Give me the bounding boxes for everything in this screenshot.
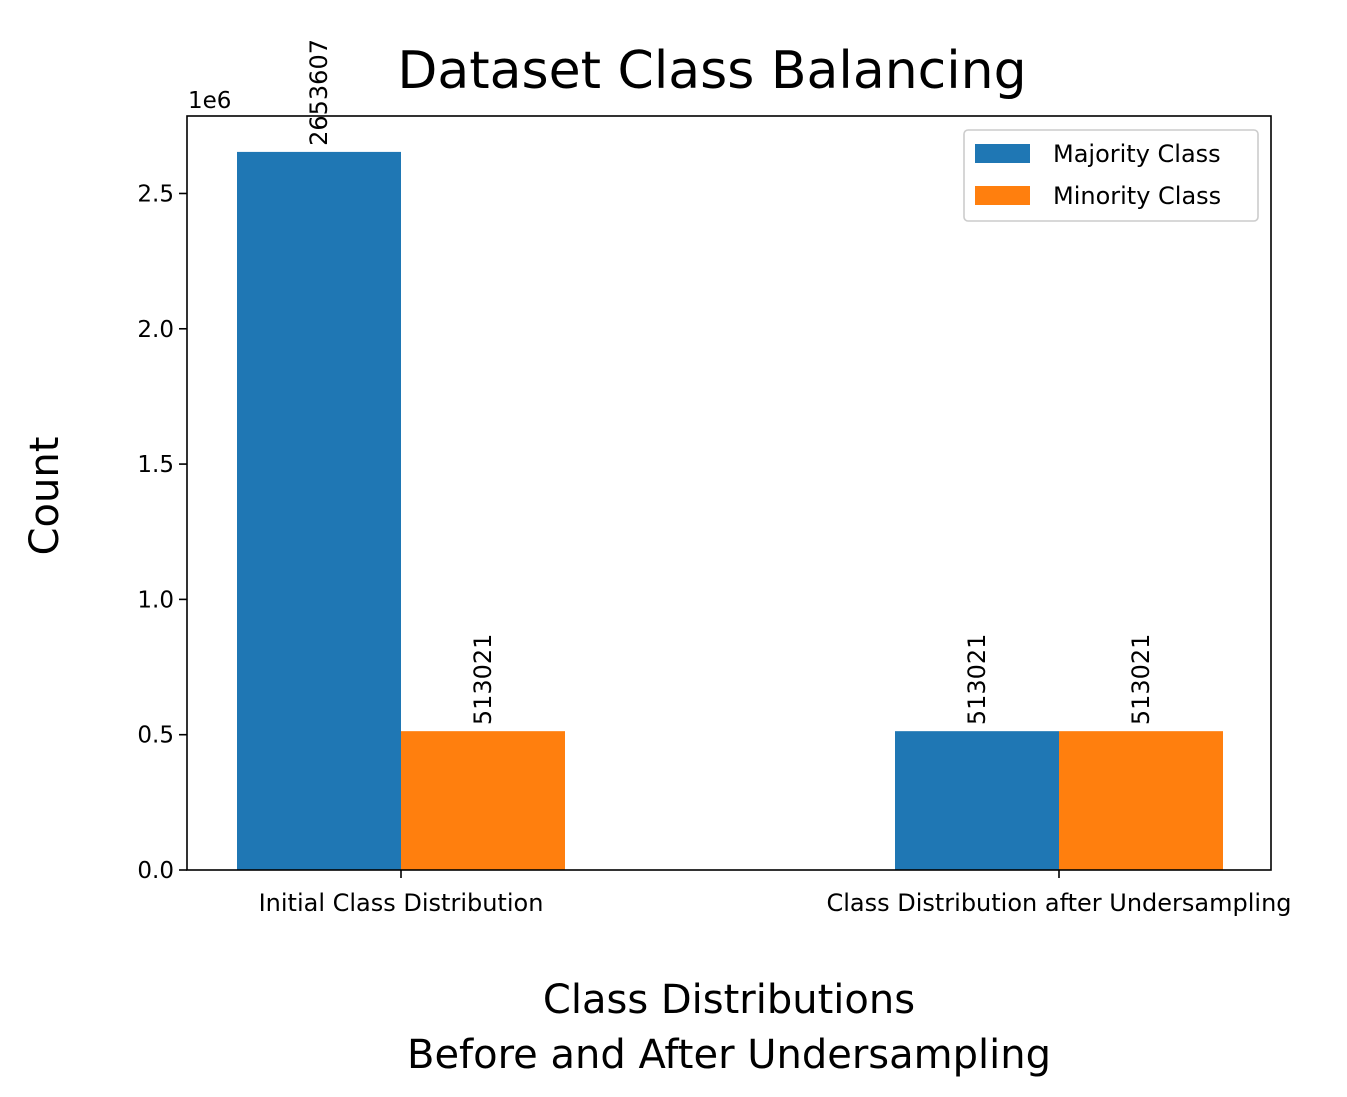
bar: [401, 731, 565, 870]
legend-box: [963, 129, 1259, 222]
x-axis-label-line: Class Distributions: [543, 977, 915, 1023]
legend-swatch: [975, 186, 1030, 205]
y-tick-label: 2.5: [137, 181, 174, 207]
bar: [1059, 731, 1223, 870]
bar-value-label: 513021: [1127, 634, 1155, 726]
bar-value-label: 513021: [469, 634, 497, 726]
x-axis-label: Class Distributions Before and After Unde…: [407, 977, 1051, 1078]
x-axis-ticks: Initial Class Distribution Class Distribu…: [259, 870, 1292, 917]
bar: [895, 731, 1059, 870]
x-tick-label: Initial Class Distribution: [259, 889, 544, 917]
y-offset-text: 1e6: [188, 88, 231, 114]
x-axis-label-line: Before and After Undersampling: [407, 1032, 1051, 1078]
x-tick-label: Class Distribution after Undersampling: [826, 889, 1291, 917]
y-tick-label: 1.0: [137, 587, 174, 613]
legend-swatch: [975, 144, 1030, 163]
bars-group: [237, 151, 1223, 871]
y-axis-ticks: 0.0 0.5 1.0 1.5 2.0 2.5: [137, 181, 187, 884]
legend-label: Majority Class: [1053, 140, 1221, 168]
legend-label: Minority Class: [1053, 182, 1221, 210]
chart-title: Dataset Class Balancing: [397, 41, 1026, 101]
y-tick-label: 2.0: [137, 317, 174, 343]
bar-value-label: 2653607: [305, 39, 333, 146]
y-tick-label: 1.5: [137, 452, 174, 478]
plot-frame: [186, 115, 1272, 871]
bar: [237, 151, 401, 871]
bar-labels-group: 2653607 513021 513021 513021: [305, 39, 1155, 725]
y-tick-label: 0.5: [137, 723, 174, 749]
y-tick-label: 0.0: [137, 858, 174, 884]
bar-value-label: 513021: [963, 634, 991, 726]
y-axis-label: Count: [22, 437, 68, 556]
legend: Majority Class Minority Class: [963, 129, 1259, 222]
